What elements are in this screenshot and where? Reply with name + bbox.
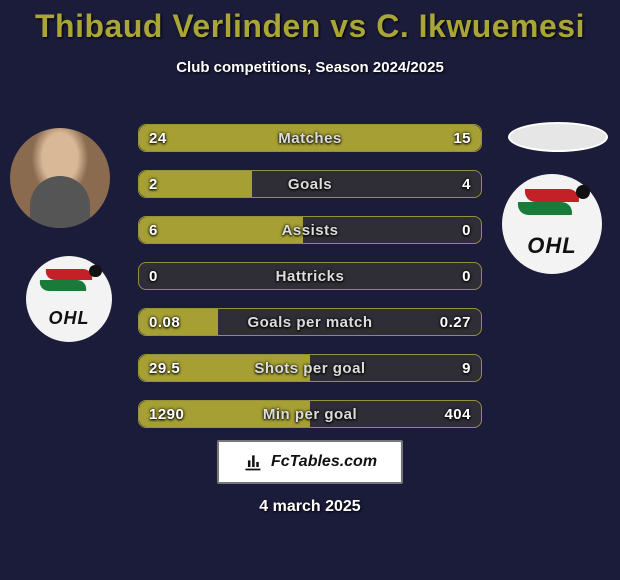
club-badge-left-label: OHL — [39, 308, 99, 329]
brand-chip[interactable]: FcTables.com — [217, 440, 403, 484]
player-left-avatar — [10, 128, 110, 228]
stat-row: 0.08 Goals per match 0.27 — [138, 308, 482, 336]
player-right-avatar — [508, 122, 608, 152]
date-label: 4 march 2025 — [0, 498, 620, 516]
stat-value-right: 15 — [453, 125, 471, 151]
stat-row: 29.5 Shots per goal 9 — [138, 354, 482, 382]
stat-row: 6 Assists 0 — [138, 216, 482, 244]
page-subtitle: Club competitions, Season 2024/2025 — [0, 59, 620, 76]
stat-value-right: 404 — [444, 401, 471, 427]
stat-row: 24 Matches 15 — [138, 124, 482, 152]
stat-label: Matches — [139, 125, 481, 151]
stat-label: Assists — [139, 217, 481, 243]
stat-row: 2 Goals 4 — [138, 170, 482, 198]
stat-label: Min per goal — [139, 401, 481, 427]
stat-label: Shots per goal — [139, 355, 481, 381]
stats-container: 24 Matches 15 2 Goals 4 6 Assists 0 0 Ha… — [138, 124, 482, 446]
club-badge-right-label: OHL — [517, 233, 587, 259]
ohl-logo-icon: OHL — [39, 269, 99, 329]
club-badge-left: OHL — [26, 256, 112, 342]
stat-row: 0 Hattricks 0 — [138, 262, 482, 290]
ohl-logo-icon: OHL — [517, 189, 587, 259]
stat-label: Goals — [139, 171, 481, 197]
stat-value-right: 9 — [462, 355, 471, 381]
stat-value-right: 4 — [462, 171, 471, 197]
club-badge-right: OHL — [502, 174, 602, 274]
stat-value-right: 0 — [462, 263, 471, 289]
stat-value-right: 0.27 — [440, 309, 471, 335]
chart-icon — [243, 452, 263, 472]
brand-label: FcTables.com — [271, 453, 377, 471]
page-title: Thibaud Verlinden vs C. Ikwuemesi — [0, 0, 620, 45]
stat-value-right: 0 — [462, 217, 471, 243]
stat-label: Hattricks — [139, 263, 481, 289]
stat-label: Goals per match — [139, 309, 481, 335]
stat-row: 1290 Min per goal 404 — [138, 400, 482, 428]
